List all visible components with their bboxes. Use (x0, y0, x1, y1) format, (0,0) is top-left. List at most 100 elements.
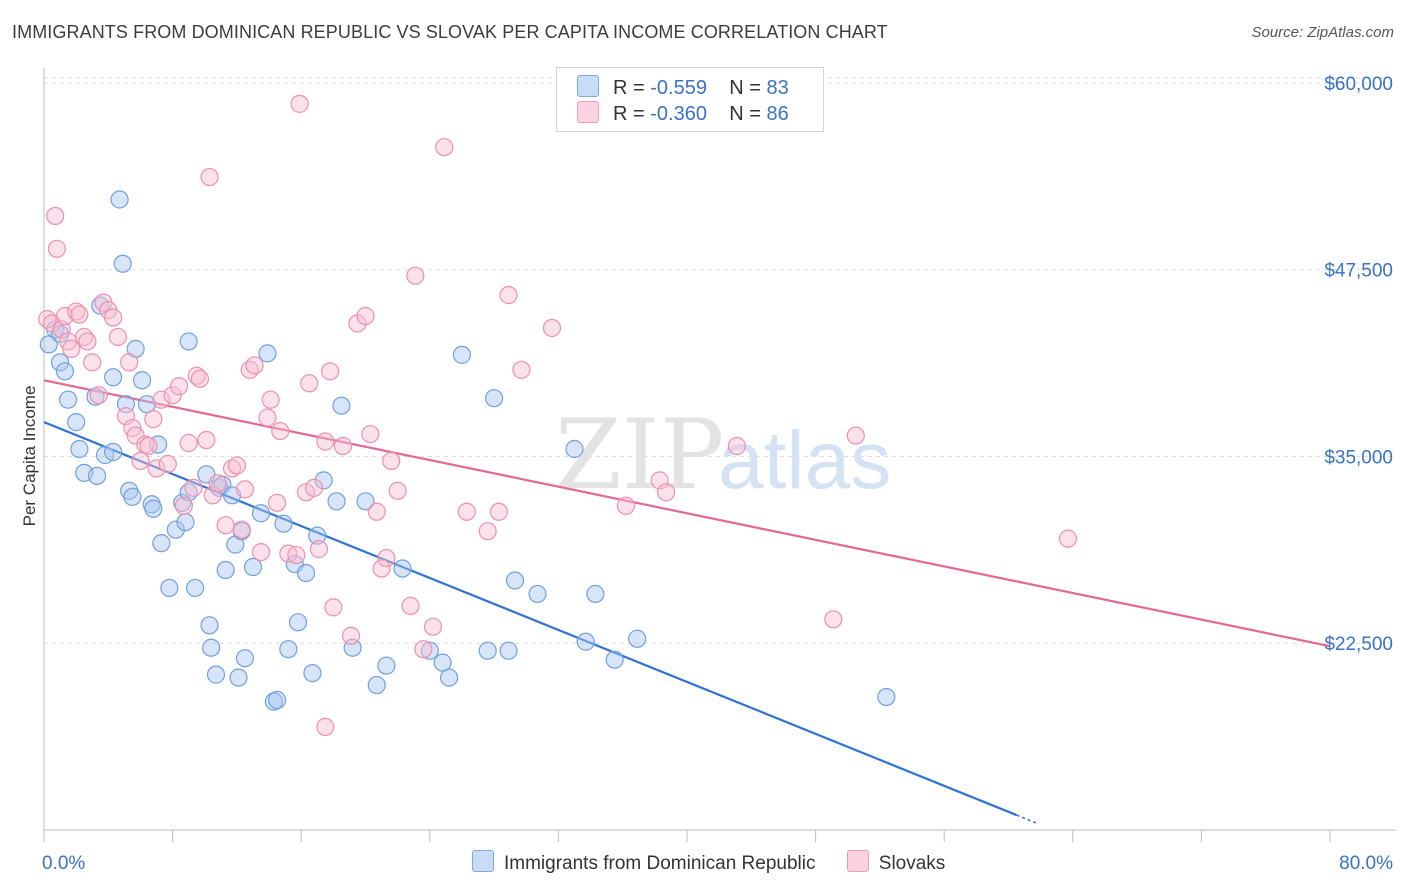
data-point (296, 563, 316, 583)
chart-source: Source: ZipAtlas.com (1251, 24, 1394, 41)
tick-labels: $22,500 $35,000 $47,500 $60,000 0.0% 80.0% (42, 74, 1393, 874)
data-point (243, 557, 263, 577)
data-point (877, 687, 896, 707)
data-point (108, 327, 128, 347)
data-point (261, 390, 280, 409)
data-point (208, 474, 227, 493)
legend-swatch-slovaks (577, 101, 599, 123)
data-point (457, 502, 476, 521)
data-point (846, 426, 865, 445)
data-point (505, 571, 525, 590)
series-slovaks-points (38, 94, 1078, 737)
series-legend-item-dominican: Immigrants from Dominican Republic (472, 850, 816, 875)
legend-row-dominican: R = -0.559 N = 83 (577, 75, 789, 101)
data-point (190, 369, 210, 388)
data-point (314, 471, 333, 490)
data-point (333, 436, 353, 456)
data-point (499, 286, 518, 305)
data-point (203, 486, 222, 505)
data-point (166, 520, 185, 539)
data-point (158, 454, 177, 474)
data-point (55, 306, 74, 326)
data-point (176, 513, 195, 532)
data-point (251, 542, 271, 562)
legend-n-value: 86 (766, 103, 789, 125)
data-point (131, 451, 150, 471)
y-tick-label: $35,000 (1324, 447, 1393, 468)
data-point (435, 138, 454, 157)
watermark: ZIP atlas (555, 399, 891, 511)
watermark-atlas: atlas (718, 415, 891, 506)
data-point (478, 641, 497, 660)
data-point (132, 371, 152, 390)
data-point (123, 487, 142, 506)
data-point (321, 362, 340, 381)
series-swatch-slovaks (846, 850, 869, 872)
data-point (216, 516, 235, 535)
y-tick-label: $60,000 (1324, 74, 1393, 95)
series-legend-label: Immigrants from Dominican Republic (504, 853, 816, 874)
data-point (1058, 529, 1078, 548)
data-point (433, 653, 452, 672)
data-point (163, 386, 182, 405)
data-point (200, 616, 219, 635)
data-point (452, 345, 472, 364)
data-point (361, 424, 380, 444)
data-point (258, 344, 277, 363)
data-point (271, 421, 290, 441)
data-point (414, 640, 433, 659)
legend-n-value: 83 (766, 77, 789, 99)
data-point (356, 306, 375, 326)
data-point (499, 641, 518, 660)
data-point (393, 559, 412, 578)
data-point (144, 499, 163, 518)
series-legend: Immigrants from Dominican Republic Slova… (472, 850, 971, 875)
data-point (727, 436, 746, 456)
data-point (388, 481, 407, 500)
data-point (377, 656, 396, 675)
y-tick-label: $47,500 (1324, 261, 1393, 282)
trend-lines (43, 379, 1331, 824)
data-point (303, 664, 322, 683)
data-point (104, 308, 123, 327)
chart-title: IMMIGRANTS FROM DOMINICAN REPUBLIC VS SL… (12, 22, 888, 42)
data-point (147, 459, 166, 478)
data-point (50, 353, 70, 372)
data-point (489, 502, 509, 521)
data-point (439, 668, 459, 687)
data-point (423, 617, 443, 636)
data-point (288, 613, 308, 632)
data-point (46, 206, 65, 226)
correlation-legend: R = -0.559 N = 83 R = -0.360 N = 86 (556, 67, 824, 132)
legend-r-value: -0.559 (650, 77, 707, 99)
data-point (824, 610, 843, 629)
data-point (55, 362, 74, 381)
data-point (160, 578, 179, 598)
data-point (316, 432, 335, 451)
data-point (274, 514, 293, 533)
data-point (235, 480, 255, 499)
trend-line-slovaks (43, 379, 1331, 648)
data-point (528, 584, 547, 604)
data-point (401, 596, 420, 615)
y-tick-label: $22,500 (1324, 634, 1393, 655)
trend-line-dominican (43, 421, 1017, 817)
data-point (187, 366, 206, 385)
data-point (341, 626, 361, 645)
data-point (605, 650, 624, 669)
legend-r-label: R = (613, 77, 645, 99)
data-point (576, 632, 595, 651)
series-swatch-dominican (472, 850, 494, 872)
data-point (206, 665, 226, 684)
data-point (372, 559, 391, 578)
data-point (251, 504, 271, 523)
data-point (67, 302, 86, 321)
data-point (47, 239, 66, 258)
data-point (152, 390, 171, 409)
x-tick-label: 80.0% (1339, 853, 1393, 874)
data-point (406, 266, 425, 285)
data-point (89, 386, 108, 405)
data-point (232, 520, 251, 539)
data-point (287, 545, 306, 565)
